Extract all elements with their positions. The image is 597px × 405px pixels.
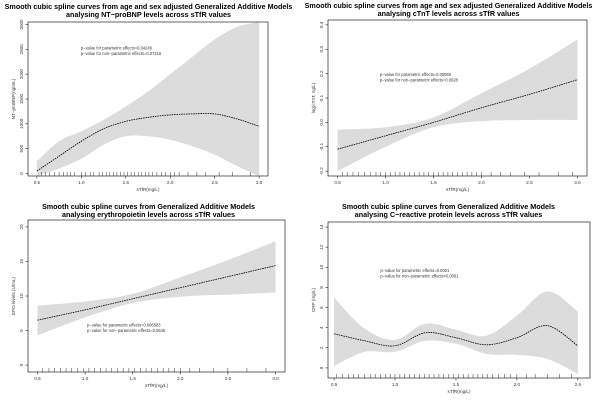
y-tick-label: 0	[319, 366, 324, 369]
y-tick-label: 0.0	[319, 119, 324, 126]
chart-title-line-2: analysing cTnT levels across sTfR values	[377, 9, 520, 19]
x-tick-label: 2.5	[575, 382, 582, 387]
x-tick-label: 2.5	[526, 180, 533, 185]
y-tick-label: 2000	[19, 69, 24, 80]
plot-area	[334, 291, 579, 374]
chart-title-line-1: Smooth cubic spline curves from age and …	[304, 1, 593, 10]
x-tick-label: 1.5	[453, 382, 460, 387]
chart-title: Smooth cubic spline curves from age and …	[0, 2, 297, 20]
x-tick-label: 1.0	[382, 180, 389, 185]
y-tick-label: 0.4	[319, 21, 324, 28]
chart-title-line-1: Smooth cubic spline curves from Generali…	[41, 202, 255, 211]
y-axis-label: CRP (mg/L)	[311, 287, 316, 312]
chart-title-line-2: analysing NT−proBNP levels across sTfR v…	[65, 10, 232, 20]
confidence-band	[36, 22, 260, 176]
x-tick-label: 2.0	[514, 382, 521, 387]
x-tick-label: 2.0	[167, 180, 174, 185]
y-tick-label: 10	[19, 293, 24, 299]
x-tick-label: 2.5	[211, 180, 218, 185]
p-value-annotation: p−value for non−parametric effects<0.000…	[380, 273, 459, 278]
x-axis-label: sTfR(mg/L)	[145, 383, 168, 388]
y-tick-label: -0.2	[319, 167, 324, 175]
y-axis-label: NT−proBNP(ng/mL)	[11, 78, 16, 119]
x-tick-label: 0.5	[34, 180, 41, 185]
x-tick-label: 1.0	[82, 376, 89, 381]
y-tick-label: 14	[319, 224, 324, 230]
x-tick-label: 1.5	[123, 180, 130, 185]
x-tick-label: 0.5	[334, 180, 341, 185]
y-tick-label: 2	[319, 346, 324, 349]
y-tick-label: 3000	[19, 19, 24, 30]
chart-epo: Smooth cubic spline curves from Generali…	[0, 200, 297, 405]
p-value-annotation: p−value for non−parametric effects=0.062…	[380, 78, 459, 83]
y-tick-label: 5	[19, 329, 24, 332]
x-tick-label: 0.5	[34, 376, 41, 381]
chart-crp: Smooth cubic spline curves from Generali…	[300, 200, 597, 405]
chart-title-line-1: Smooth cubic spline curves from Generali…	[341, 202, 555, 211]
x-tick-label: 2.5	[225, 376, 232, 381]
chart-title: Smooth cubic spline curves from age and …	[300, 1, 597, 19]
plot-area	[337, 39, 578, 172]
y-tick-label: 20	[19, 224, 24, 230]
confidence-band	[37, 241, 276, 336]
y-tick-label: 0.1	[319, 94, 324, 101]
chart-ntprobnp: Smooth cubic spline curves from age and …	[0, 0, 297, 200]
p-value-annotation: p−value for parametric effects=0.04249	[81, 46, 153, 51]
plot-area	[37, 241, 276, 336]
confidence-band	[334, 291, 578, 374]
chart-svg: 0.5 1.0 1.5 2.0 2.5 3.0 0 5 10 15 20 sTfR(mg/L) EPO …	[11, 219, 286, 388]
plot-frame	[327, 221, 591, 379]
x-axis-label: sTfR(mg/L)	[137, 187, 160, 192]
x-tick-label: 0.5	[331, 382, 338, 387]
y-tick-label: -0.1	[319, 142, 324, 150]
x-tick-label: 3.0	[574, 180, 581, 185]
chart-svg: 0.5 1.0 1.5 2.0 2.5 3.0 -0.2 -0.1 0.0 0.1 0.2 0.3 0.…	[311, 19, 588, 192]
y-tick-label: 10	[319, 264, 324, 270]
chart-ctnt: Smooth cubic spline curves from age and …	[300, 0, 597, 200]
y-tick-label: 12	[319, 244, 324, 250]
chart-svg: 0.5 1.0 1.5 2.0 2.5 3.0 0 500 1000 1500 2000 2500 30…	[11, 19, 269, 192]
p-value-annotation: p−value for parametric effects=0.008583	[87, 322, 161, 327]
chart-title-line-2: analysing erythropoietin levels across s…	[62, 210, 235, 220]
spline-curve	[37, 265, 276, 321]
chart-title-line-2: analysing C−reactive protein levels acro…	[354, 210, 543, 220]
y-tick-label: 6	[319, 306, 324, 309]
y-tick-label: 0.2	[319, 70, 324, 77]
x-tick-label: 1.5	[130, 376, 137, 381]
y-tick-label: 1500	[19, 93, 24, 104]
y-tick-label: 500	[19, 144, 24, 152]
chart-title-line-1: Smooth cubic spline curves from age and …	[4, 2, 293, 11]
y-tick-label: 15	[19, 258, 24, 264]
spline-curve	[337, 79, 578, 150]
x-axis-label: sTfR(mg/L)	[446, 187, 469, 192]
p-value-annotation: p−value for non−parametric effects=0.072…	[81, 51, 162, 56]
p-value-annotation: p−value for parametric effects=0.0001	[380, 268, 450, 273]
y-tick-label: 0.3	[319, 46, 324, 53]
x-tick-label: 2.0	[478, 180, 485, 185]
plot-area	[36, 22, 260, 176]
y-tick-label: 8	[319, 286, 324, 289]
y-axis-label: log(cTnT, ng/L)	[311, 82, 316, 113]
x-tick-label: 1.0	[78, 180, 85, 185]
chart-title: Smooth cubic spline curves from Generali…	[0, 202, 297, 220]
y-tick-label: 1000	[19, 118, 24, 129]
x-tick-label: 2.0	[177, 376, 184, 381]
x-tick-label: 1.0	[392, 382, 399, 387]
y-tick-label: 2500	[19, 44, 24, 55]
y-tick-label: 0	[19, 172, 24, 175]
chart-title: Smooth cubic spline curves from Generali…	[300, 202, 597, 220]
x-tick-label: 3.0	[272, 376, 279, 381]
y-tick-label: 0	[19, 363, 24, 366]
x-tick-label: 1.5	[430, 180, 437, 185]
x-tick-label: 3.0	[256, 180, 263, 185]
spline-curve	[36, 113, 260, 172]
p-value-annotation: p−value for non−parametric effects=0.554…	[87, 328, 166, 333]
chart-svg: 0.5 1.0 1.5 2.0 2.5 0 2 4 6 8 10 12 14 sTfR(mg/L) CRP …	[311, 221, 591, 394]
p-value-annotation: p−value for parametric effects=0.00068	[380, 72, 452, 77]
y-axis-label: EPO levels (U/mL)	[11, 277, 16, 316]
x-axis-label: sTfR(mg/L)	[448, 389, 471, 394]
confidence-band	[337, 39, 578, 172]
y-tick-label: 4	[319, 326, 324, 329]
